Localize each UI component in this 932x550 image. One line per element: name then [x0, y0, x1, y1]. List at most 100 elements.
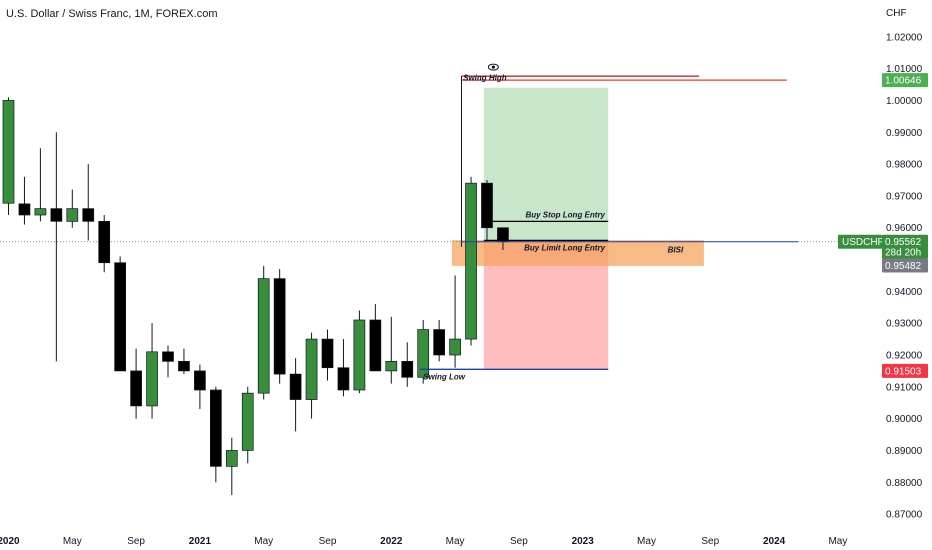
background-layer — [0, 87, 838, 370]
candle-body-down — [289, 373, 302, 400]
y-tick-label: 0.92000 — [886, 351, 923, 362]
price-tag-text: 0.95562 — [885, 237, 922, 248]
candle-body-down — [497, 227, 509, 243]
candle — [50, 132, 63, 362]
y-tick-label: 0.96000 — [886, 223, 923, 234]
price-tag-bg — [882, 234, 928, 259]
candle-body-up — [449, 338, 461, 356]
candle — [34, 148, 47, 222]
y-tick-label: 0.91000 — [886, 382, 923, 393]
countdown-text: 28d 20h — [885, 248, 921, 259]
candle-body-down — [369, 319, 382, 372]
candle — [305, 332, 318, 419]
candle — [162, 345, 174, 378]
candle — [225, 437, 238, 495]
candle — [130, 348, 142, 419]
candle — [66, 189, 79, 228]
currency-label: CHF — [886, 8, 907, 19]
chart-title: U.S. Dollar / Swiss Franc, 1M, FOREX.com — [6, 8, 217, 20]
candle-body-up — [465, 182, 477, 340]
candle-body-down — [50, 208, 63, 222]
y-tick-label: 0.88000 — [886, 478, 923, 489]
buy-limit-label: Buy Limit Long Entry — [524, 243, 605, 252]
candle — [2, 97, 15, 215]
candle-body-down — [178, 361, 190, 372]
candle-body-down — [194, 370, 206, 391]
y-tick-label: 1.02000 — [886, 32, 923, 43]
price-tag-bg — [882, 73, 928, 88]
candle-body-up — [257, 278, 270, 394]
candle — [385, 316, 398, 384]
candle-body-down — [130, 370, 142, 407]
candle — [146, 323, 158, 419]
tag-swing-low: 0.91503 — [882, 363, 928, 378]
x-tick-label: May — [254, 536, 273, 547]
candle-body-down — [481, 182, 493, 229]
price-tag-bg — [882, 258, 928, 273]
candle — [82, 164, 95, 241]
candles-layer — [2, 97, 509, 495]
candle-body-down — [321, 338, 334, 369]
swing-low-label: Swing Low — [423, 372, 466, 381]
candle-body-down — [337, 367, 350, 391]
candle-body-down — [162, 351, 174, 362]
eye-icon — [487, 63, 499, 71]
candle — [337, 339, 350, 397]
tag-swing-high: 1.00646 — [882, 73, 928, 88]
x-tick-label: Sep — [701, 536, 719, 547]
candle — [433, 320, 445, 362]
y-tick-label: 0.94000 — [886, 287, 923, 298]
candle — [321, 329, 334, 381]
tag-bisi: 0.95482 — [882, 258, 928, 273]
x-tick-label: 2024 — [763, 536, 786, 547]
candle — [18, 176, 31, 225]
candle-body-down — [82, 208, 95, 222]
price-tag-text: 0.91503 — [885, 366, 922, 377]
candle — [210, 386, 222, 483]
x-tick-label: May — [637, 536, 656, 547]
candle-body-up — [241, 392, 254, 451]
candle-body-down — [98, 221, 111, 264]
y-tick-label: 0.87000 — [886, 510, 923, 521]
candle-body-up — [146, 351, 158, 407]
eye-outline — [487, 63, 499, 71]
y-tick-label: 0.97000 — [886, 191, 923, 202]
candle-body-up — [417, 329, 430, 378]
x-tick-label: May — [63, 536, 82, 547]
bisi-zone — [451, 240, 704, 266]
candle — [353, 310, 366, 394]
x-tick-label: May — [446, 536, 465, 547]
candle-body-up — [66, 208, 79, 222]
candle — [257, 265, 270, 400]
candle — [241, 386, 254, 464]
candle — [481, 180, 493, 243]
candle-body-up — [385, 361, 398, 372]
eye-pupil — [491, 65, 495, 69]
x-tick-label: 2023 — [572, 536, 595, 547]
candle — [401, 342, 414, 387]
y-tick-label: 0.93000 — [886, 319, 923, 330]
symbol-tag-bg — [838, 234, 882, 249]
candle — [98, 215, 111, 273]
profit-zone — [483, 87, 609, 241]
y-tick-label: 1.00000 — [886, 96, 923, 107]
x-tick-label: Sep — [127, 536, 145, 547]
x-tick-label: 2020 — [0, 536, 20, 547]
candle — [369, 304, 382, 372]
candle — [465, 176, 477, 346]
price-tag-text: 0.95482 — [885, 261, 922, 272]
candle-body-up — [2, 100, 15, 204]
y-tick-label: 0.98000 — [886, 160, 923, 171]
buy-stop-label: Buy Stop Long Entry — [525, 210, 605, 219]
candle-body-down — [401, 361, 414, 378]
symbol-tag-text: USDCHF — [842, 237, 884, 248]
x-tick-label: 2021 — [189, 536, 212, 547]
price-tag-bg — [882, 363, 928, 378]
x-tick-label: 2022 — [380, 536, 403, 547]
price-tag-text: 1.00646 — [885, 76, 922, 87]
x-tick-label: Sep — [319, 536, 337, 547]
x-tick-label: May — [828, 536, 847, 547]
